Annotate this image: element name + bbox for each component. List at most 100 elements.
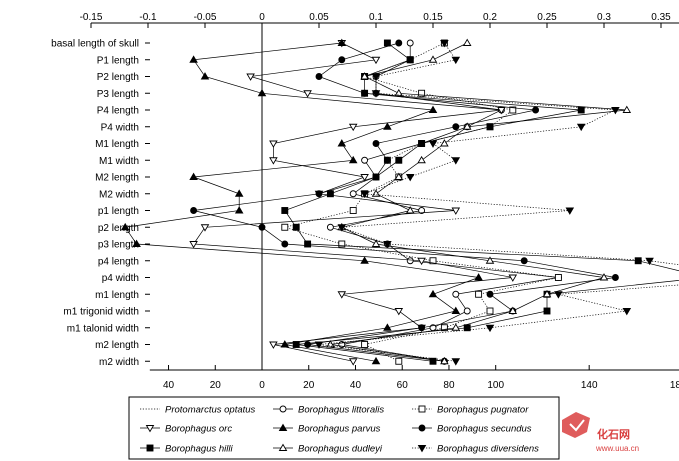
data-point (383, 39, 391, 47)
data-point (337, 291, 347, 299)
data-point (394, 308, 404, 316)
data-point (337, 224, 347, 232)
data-point (394, 172, 404, 180)
data-point (451, 157, 461, 165)
data-point (451, 358, 461, 366)
category-label: p1 length (98, 206, 139, 217)
data-point (565, 207, 575, 215)
data-point (246, 73, 255, 81)
data-point (281, 207, 289, 214)
data-point (417, 257, 426, 266)
data-point (611, 107, 620, 115)
data-point (462, 122, 472, 130)
watermark-mark (569, 419, 585, 432)
data-point (348, 358, 358, 366)
data-point (418, 324, 426, 332)
top-axis-tick-label: 0.1 (369, 12, 383, 23)
data-point (360, 190, 369, 199)
legend-marker (278, 443, 288, 451)
data-point (234, 189, 244, 197)
category-label: p4 width (102, 273, 139, 284)
series-borophagus-pugnator (281, 39, 562, 365)
data-point (406, 257, 414, 265)
bottom-axis-tick-label: 100 (487, 380, 504, 391)
data-point (395, 39, 403, 47)
bottom-axis-tick-label: 80 (443, 380, 455, 391)
legend-entry: Protomarctus optatus (165, 405, 256, 416)
watermark-title: 化石网 (597, 427, 630, 441)
data-point (428, 140, 438, 148)
data-point (338, 240, 346, 248)
bottom-axis-tick-label: 20 (210, 380, 222, 391)
data-point (326, 223, 334, 231)
data-point (269, 140, 278, 148)
data-point (383, 241, 392, 249)
data-point (474, 273, 483, 281)
data-point (440, 324, 448, 332)
bottom-axis-tick-label: 60 (397, 380, 409, 391)
category-label: P4 length (97, 106, 139, 117)
data-point (599, 273, 609, 281)
data-point (371, 189, 381, 197)
data-point (577, 106, 585, 114)
data-point (395, 156, 403, 164)
top-axis-tick-label: 0 (259, 12, 265, 23)
data-point (622, 308, 632, 316)
watermark-logo: 化石网 www.uua.cn (562, 412, 639, 453)
bottom-axis-tick-label: 40 (350, 380, 362, 391)
data-point (440, 356, 449, 365)
data-point (132, 239, 141, 247)
data-point (189, 241, 198, 249)
data-point (361, 341, 369, 348)
data-point (429, 357, 437, 365)
data-point (304, 341, 312, 348)
data-point (485, 256, 495, 264)
legend-marker (145, 425, 155, 433)
category-label: m2 width (99, 357, 139, 368)
data-point (418, 140, 426, 147)
data-point (303, 90, 312, 98)
series-line (193, 42, 616, 362)
data-point (360, 256, 369, 264)
data-point (509, 106, 517, 114)
data-point (405, 174, 415, 182)
legend-entry: Borophagus orc (165, 424, 232, 435)
data-point (314, 341, 324, 349)
data-point (508, 306, 518, 314)
category-label: p3 length (98, 240, 139, 251)
data-point (520, 257, 528, 265)
data-point (269, 341, 278, 349)
data-point (292, 223, 300, 231)
data-point (326, 190, 334, 198)
bottom-axis-tick-label: 180% (670, 380, 679, 391)
legend-marker (278, 423, 288, 431)
top-axis-tick-label: 0.15 (423, 12, 443, 23)
data-point (532, 106, 540, 114)
data-point (543, 307, 551, 315)
data-point (554, 274, 562, 281)
data-point (634, 257, 642, 265)
series-borophagus-diversidens (314, 40, 679, 366)
data-point (315, 73, 323, 80)
data-point (337, 38, 347, 46)
legend-entry: Borophagus diversidens (437, 444, 539, 455)
data-point (371, 90, 381, 98)
data-point (372, 140, 380, 147)
data-point (349, 207, 357, 214)
data-point (418, 207, 426, 214)
data-point (428, 289, 438, 298)
series-borophagus-parvus (120, 38, 483, 365)
legend-entry: Borophagus parvus (298, 424, 381, 435)
bottom-axis-tick-label: 40 (163, 380, 175, 391)
top-axis-tick-label: -0.1 (139, 12, 157, 23)
data-point (486, 307, 494, 315)
data-point (451, 56, 461, 65)
category-label: P4 width (101, 122, 139, 133)
data-point (383, 122, 392, 130)
series-group (120, 38, 679, 366)
legend-marker (146, 444, 154, 452)
legend: Protomarctus optatus Borophagus littorali… (128, 396, 560, 460)
data-point (428, 55, 438, 63)
data-point (234, 206, 244, 214)
data-point (611, 274, 619, 281)
